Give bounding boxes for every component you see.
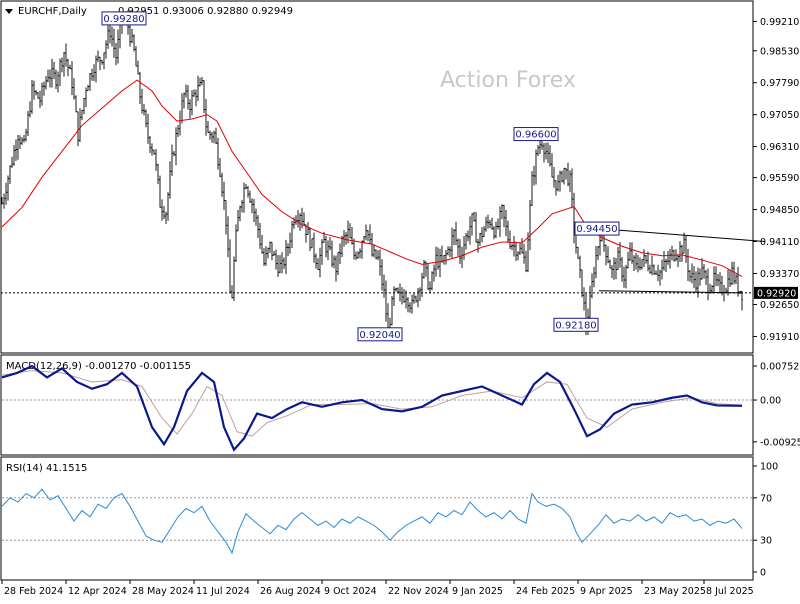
y-tick-label: 0.97790: [760, 78, 799, 89]
x-tick-label: 9 Oct 2024: [324, 586, 377, 597]
x-tick-label: 28 May 2024: [132, 586, 194, 597]
x-tick-label: 22 Nov 2024: [388, 586, 449, 597]
x-tick-label: 9 Apr 2025: [580, 586, 633, 597]
rsi-lines: [1, 488, 752, 555]
annotation-box: [357, 327, 403, 342]
y-tick-label: 0.94850: [760, 205, 799, 216]
macd-lines: [1, 364, 752, 452]
y-tick-label: 0.93370: [760, 269, 799, 280]
panel-menu-triangle-icon[interactable]: [5, 9, 13, 14]
macd-panel: MACD(12,26,9) -0.001270 -0.001155 0.0075…: [0, 354, 800, 456]
annotation-label: 0.94450: [576, 224, 617, 235]
y-tick-label: 30: [760, 536, 772, 547]
annotation-label: 0.92180: [555, 320, 596, 331]
annotation-box: [513, 127, 559, 142]
ohlc-readout: 0.92951 0.93006 0.92880 0.92949: [118, 6, 293, 17]
price-title: EURCHF,Daily: [18, 6, 87, 17]
rsi-line: [1, 488, 743, 555]
x-tick-label: 12 Apr 2024: [68, 586, 127, 597]
annotation-box: [101, 11, 147, 26]
annotation-box: [553, 317, 599, 332]
x-tick-label: 23 May 2025: [644, 586, 706, 597]
y-tick-label: 100: [760, 462, 778, 473]
y-tick-label: 0.92650: [760, 300, 799, 311]
x-tick-label: 28 Feb 2024: [4, 586, 63, 597]
price-panel: EURCHF,Daily 0.92951 0.93006 0.92880 0.9…: [0, 0, 799, 354]
annotation-box: [574, 221, 620, 236]
trendline[interactable]: [598, 228, 766, 243]
price-panel-border: [0, 0, 754, 354]
y-tick-label: 0.91910: [760, 332, 799, 343]
macd-y-axis: 0.007526 0.00 -0.009252: [753, 362, 800, 448]
y-tick-label: 0.95590: [760, 173, 799, 184]
moving-average: [1, 79, 743, 277]
x-tick-label: 24 Feb 2025: [516, 586, 575, 597]
x-tick-label: 26 Aug 2024: [260, 586, 321, 597]
time-axis: 28 Feb 2024 12 Apr 2024 28 May 2024 11 Jul …: [1, 580, 754, 597]
y-tick-label: 0.98530: [760, 46, 799, 57]
x-tick-label: 11 Jul 2024: [196, 586, 250, 597]
annotation-label: 0.92040: [359, 330, 400, 341]
current-price-label: 0.92920: [757, 288, 796, 299]
ma-line: [1, 79, 743, 277]
x-tick-label: 8 Jul 2025: [706, 586, 754, 597]
rsi-panel: RSI(14) 41.1515 100 70 30 0: [0, 456, 778, 581]
current-price-box: 0.92920: [754, 286, 798, 299]
macd-line: [1, 364, 743, 452]
price-annotations: 0.99280 0.96600 0.94450 0.92040 0.92180: [101, 11, 620, 342]
rsi-y-axis: 100 70 30 0: [753, 462, 778, 579]
y-tick-label: 0.99210: [760, 17, 799, 28]
annotation-label: 0.99280: [103, 14, 144, 25]
y-tick-label: 0.97050: [760, 110, 799, 121]
price-bars: [1, 10, 743, 339]
rsi-title: RSI(14) 41.1515: [6, 463, 87, 474]
y-tick-label: 0.94110: [760, 237, 799, 248]
y-tick-label: 0.96310: [760, 142, 799, 153]
y-tick-label: 0: [760, 568, 766, 579]
y-tick-label: 70: [760, 493, 772, 504]
y-tick-label: 0.00: [760, 396, 781, 407]
x-tick-label: 9 Jan 2025: [452, 586, 503, 597]
annotation-label: 0.96600: [515, 130, 556, 141]
y-tick-label: -0.009252: [760, 437, 800, 448]
macd-title: MACD(12,26,9) -0.001270 -0.001155: [6, 361, 191, 372]
price-y-axis: 0.99210 0.98530 0.97790 0.97050 0.96310 0.955…: [753, 17, 799, 343]
rsi-panel-border: [0, 456, 754, 581]
watermark: Action Forex: [440, 68, 576, 93]
y-tick-label: 0.007526: [760, 362, 800, 373]
